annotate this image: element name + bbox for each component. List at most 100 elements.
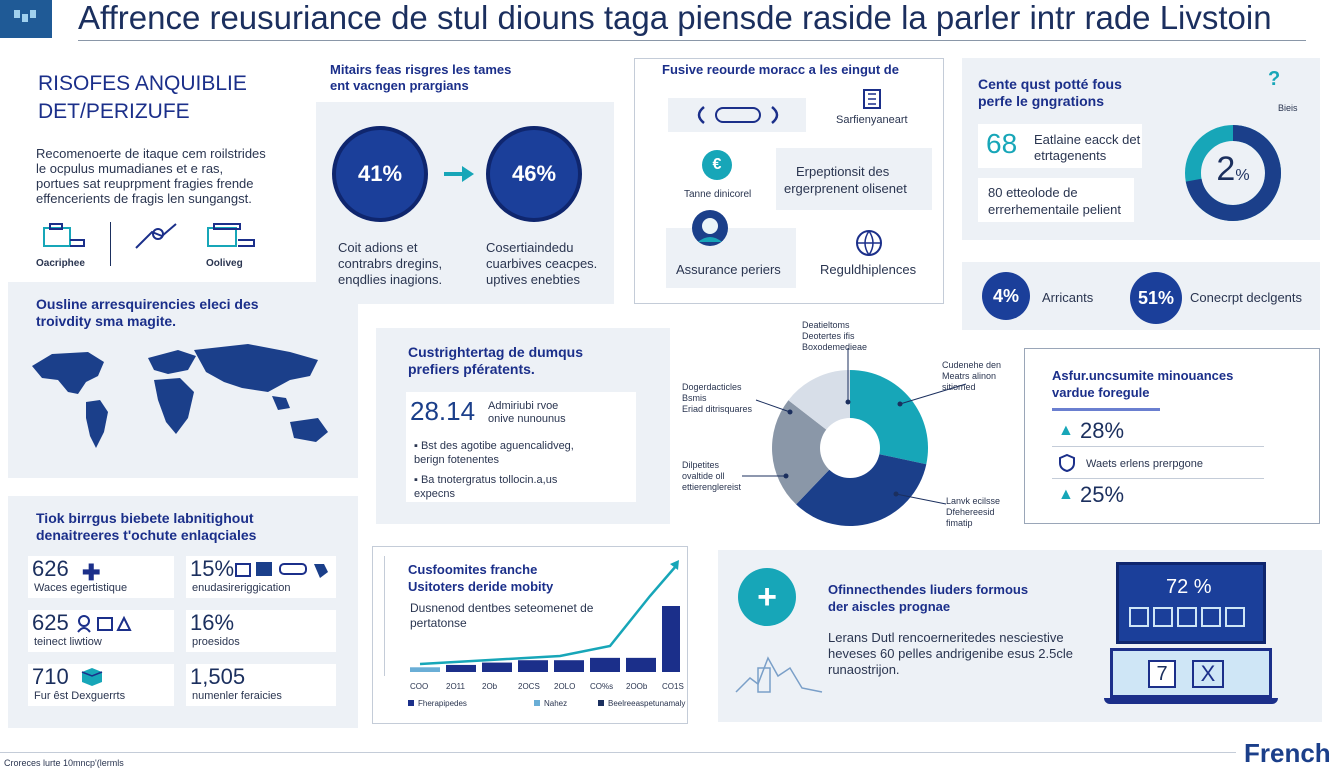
assurance-top-right-label: Sarfienyaneart: [836, 114, 908, 126]
stat-card: [186, 664, 336, 706]
x-tick-label: CO1S: [662, 682, 684, 691]
bar-title-1: Cusfoomites franche: [408, 562, 538, 577]
right-stat2-line1: 80 etteolode de: [988, 185, 1078, 200]
bar: [482, 662, 512, 672]
x-tick-label: CO%s: [590, 682, 614, 691]
pie-chart: [770, 368, 930, 528]
legend-swatch: [408, 700, 414, 706]
stats-title-2: denaitreeres t'ochute enlaqciales: [36, 527, 257, 543]
trend-title-underline: [1052, 408, 1160, 411]
right-stat1-line2: etrtagenents: [1034, 148, 1107, 163]
compare-title-1: Mitairs feas risgres les tames: [330, 62, 512, 77]
footer-left-text: Croreces lurte 10mncp'(lermls: [4, 758, 124, 768]
arrow-right-icon: [442, 164, 476, 184]
logo-icon: [14, 10, 36, 22]
assurance-euro-label: Tanne dinicorel: [684, 189, 752, 200]
mid-bullet2-line1: Ba tnotergratus tollocin.a,us: [420, 474, 558, 486]
mid-card: [406, 392, 636, 502]
trend-label: Waets erlens prerpgone: [1086, 458, 1203, 470]
bottom-title-1: Ofinnecthendes liuders formous: [828, 582, 1029, 597]
pie-label-4-line1: Dilpetites: [682, 460, 720, 470]
legend-swatch: [534, 700, 540, 706]
trend-divider-1: [1052, 446, 1264, 447]
map-title-1: Ousline arresquirencies eleci des: [36, 296, 259, 312]
trend-panel: [1024, 348, 1320, 524]
mid-bullet1-line2: berign fotenentes: [414, 454, 500, 466]
intro-divider: [110, 222, 111, 266]
person-shield-icon: [688, 208, 732, 252]
mid-value-label-1: Admiriubi rvoe: [488, 400, 559, 412]
intro-icon2-label: Ooliveg: [206, 258, 243, 269]
pie-label-2-line3: sitiomed: [942, 382, 976, 392]
logo-symbol-icon: [690, 104, 786, 126]
laptop-value: 72 %: [1166, 576, 1212, 598]
trend-value-1: 28%: [1080, 418, 1125, 443]
bar: [518, 660, 548, 672]
pie-label-5-line2: Dfehereesid: [946, 507, 995, 517]
stat-card: [186, 610, 336, 652]
globe-icon: [854, 228, 884, 258]
compare-right-caption-1: Cosertiaindedu: [486, 240, 574, 255]
mid-bullet-2: ▪ Ba tnotergratus tollocin.a,us: [414, 474, 558, 486]
trend-value-2: 25%: [1080, 482, 1125, 507]
donut-unit: %: [1235, 167, 1250, 184]
bar-chart: [410, 560, 680, 672]
bar: [626, 657, 656, 672]
line-chart-icon: [732, 648, 828, 698]
bottom-title-2: der aiscles prognae: [828, 599, 951, 614]
bar: [410, 667, 440, 672]
pie-label-1-line2: Deotertes ifis: [802, 331, 855, 341]
donut-value: 2: [1216, 150, 1236, 188]
stat-label: proesidos: [192, 636, 240, 648]
help-icon: ?: [1268, 68, 1281, 90]
header-logo: [0, 0, 52, 38]
stat-label: enudasireriggication: [192, 582, 291, 594]
x-tick-label: 2OLO: [554, 682, 576, 691]
compare-title-2: ent vacngen prargians: [330, 78, 469, 93]
right-stat1-value: 68: [986, 128, 1018, 159]
pie-label-3-line1: Dogerdacticles: [682, 382, 742, 392]
compare-left-value: 41%: [357, 161, 403, 186]
laptop-box-x: X: [1192, 660, 1224, 688]
help-label: Bieis: [1278, 103, 1298, 113]
triangle-up-icon: ▲: [1058, 422, 1074, 439]
stat-value: 1,505: [190, 664, 246, 689]
pie-label-1-line1: Deatieltoms: [802, 320, 850, 330]
mid-value-label-2: onive nunounus: [488, 413, 566, 425]
bar-title-2: Usitoters deride mobity: [408, 579, 554, 594]
world-map: [28, 336, 348, 466]
assurance-box-line1: Erpeptionsit des: [796, 164, 890, 179]
x-tick-label: 2O11: [446, 682, 465, 691]
header-divider: [78, 40, 1306, 41]
plus-icon: ✚: [82, 560, 101, 585]
right-top-title-1: Cente qust potté fous: [978, 76, 1122, 92]
x-tick-label: 2OOb: [626, 682, 648, 691]
bar-subtitle-1: Dusnenod dentbes seteomenet de: [410, 601, 594, 615]
compare-right-caption-3: uptives enebties: [486, 272, 580, 287]
bar-axis-line: [384, 556, 385, 676]
intro-body-1: Recomenoerte de itaque cem roilstrides: [36, 146, 266, 161]
laptop-box-num: 7: [1148, 660, 1176, 688]
footer-divider: [0, 752, 1236, 753]
laptop-icon: [204, 222, 258, 252]
pie-label-4-line3: ettierenglereist: [682, 482, 742, 492]
pie-slice: [772, 400, 850, 505]
pie-label-2-line1: Cudenehe den: [942, 360, 1002, 370]
laptop-cells: [1128, 606, 1254, 630]
intro-body-3: portues sat reuprpment fragies frende: [36, 176, 254, 191]
pie-label-4-line2: ovaltide oll: [682, 471, 725, 481]
shield-icon: [1058, 454, 1076, 472]
trend-line: [419, 565, 677, 666]
pie-label-1-line3: Boxodemedieae: [802, 342, 868, 352]
bar-subtitle-2: pertatonse: [410, 616, 467, 630]
mid-title-2: prefiers pfératents.: [408, 361, 535, 377]
right-mid-c2-label: Conecrpt declgents: [1190, 290, 1303, 305]
intro-heading-1: RISOFES ANQUIBLIE: [38, 72, 247, 95]
right-stat1-card: [978, 124, 1142, 168]
bottom-body-1: Lerans Dutl rencoerneritedes nesciestive: [828, 630, 1064, 645]
pie-label-2-line2: Meatrs alinon: [942, 371, 997, 381]
right-mid-circle-2: 51%: [1130, 272, 1182, 324]
handshake-icon: [132, 220, 182, 252]
stat-value: 626: [32, 556, 69, 581]
building-icon: [860, 88, 884, 110]
